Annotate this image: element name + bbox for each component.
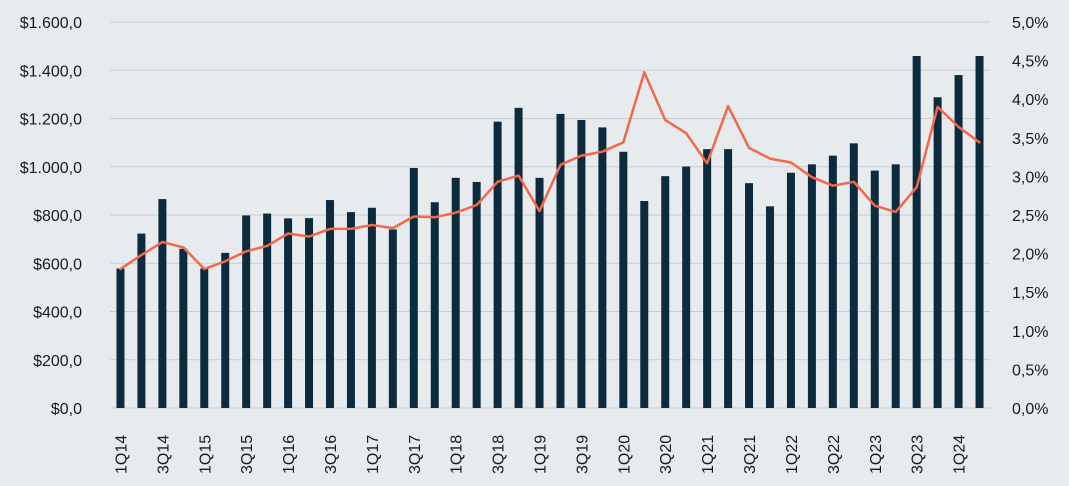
- x-tick-label: 3Q15: [239, 435, 256, 474]
- x-tick-label: 1Q23: [868, 435, 885, 474]
- bar: [158, 199, 167, 408]
- bar: [661, 176, 670, 408]
- x-tick-label: 1Q22: [784, 435, 801, 474]
- y-right-tick-label: 3,0%: [1012, 169, 1048, 186]
- bar: [745, 183, 754, 408]
- y-right-tick-label: 5,0%: [1012, 15, 1048, 32]
- bar: [472, 181, 481, 408]
- bar: [975, 56, 984, 409]
- x-tick-label: 3Q22: [826, 435, 843, 474]
- x-tick-label: 1Q14: [113, 435, 130, 474]
- gridlines: [110, 21, 990, 409]
- y-left-tick-label: $0,0: [51, 401, 82, 418]
- bar: [137, 233, 146, 408]
- y-axis-right: 0,0% 0,5% 1,0% 1,5% 2,0% 2,5% 3,0% 3,5% 4,0% 4,5%…: [1012, 15, 1048, 418]
- bar-series: [116, 56, 984, 409]
- x-tick-label: 3Q21: [742, 435, 759, 474]
- bar: [493, 121, 502, 408]
- y-left-tick-label: $1.400,0: [20, 63, 82, 80]
- y-right-tick-label: 2,5%: [1012, 208, 1048, 225]
- x-tick-label: 3Q16: [323, 435, 340, 474]
- y-right-tick-label: 3,5%: [1012, 131, 1048, 148]
- y-left-tick-label: $1.600,0: [20, 15, 82, 32]
- y-left-tick-label: $400,0: [33, 305, 82, 322]
- bar: [556, 113, 565, 408]
- bar: [577, 119, 586, 408]
- y-right-tick-label: 1,0%: [1012, 324, 1048, 341]
- bar: [598, 127, 607, 409]
- x-axis: 1Q14 3Q14 1Q15 3Q15 1Q16 3Q16 1Q17 3Q17 1Q18 3Q18…: [113, 435, 968, 474]
- x-tick-label: 3Q17: [407, 435, 424, 474]
- bar: [200, 268, 209, 408]
- x-tick-label: 1Q16: [281, 435, 298, 474]
- line-series: [119, 70, 981, 271]
- y-right-tick-label: 4,5%: [1012, 54, 1048, 71]
- bar: [430, 202, 439, 408]
- bar: [326, 200, 334, 408]
- x-tick-label: 3Q23: [910, 435, 927, 474]
- bar: [514, 107, 523, 408]
- bar: [221, 252, 230, 408]
- bar: [535, 177, 544, 408]
- bar: [619, 151, 628, 409]
- bar: [284, 218, 293, 408]
- bar: [367, 207, 376, 408]
- bar: [870, 170, 879, 408]
- bar: [409, 167, 418, 408]
- bar: [828, 155, 837, 408]
- bar: [849, 143, 858, 408]
- x-tick-label: 1Q21: [700, 435, 717, 474]
- x-tick-label: 1Q19: [533, 435, 550, 474]
- y-right-tick-label: 0,5%: [1012, 362, 1048, 379]
- y-axis-left: $0,0 $200,0 $400,0 $600,0 $800,0 $1.000,0 $1.2…: [20, 15, 82, 418]
- y-right-tick-label: 2,0%: [1012, 247, 1048, 264]
- y-left-tick-label: $1.000,0: [20, 160, 82, 177]
- y-right-tick-label: 0,0%: [1012, 401, 1048, 418]
- bar: [933, 97, 942, 409]
- y-left-tick-label: $600,0: [33, 256, 82, 273]
- bar: [388, 229, 397, 408]
- x-tick-label: 1Q24: [952, 435, 969, 474]
- x-tick-label: 3Q18: [491, 435, 508, 474]
- bar: [703, 149, 712, 409]
- bar: [954, 75, 963, 408]
- y-left-tick-label: $1.200,0: [20, 112, 82, 129]
- bar: [116, 268, 125, 408]
- x-tick-label: 3Q20: [658, 435, 675, 474]
- bar: [891, 164, 900, 408]
- bar: [346, 212, 355, 408]
- bar: [263, 213, 272, 408]
- y-left-tick-label: $200,0: [33, 353, 82, 370]
- y-left-tick-label: $800,0: [33, 208, 82, 225]
- x-tick-label: 3Q14: [155, 435, 172, 474]
- bar: [766, 206, 774, 408]
- bar: [807, 164, 816, 408]
- bar: [640, 201, 649, 408]
- bar: [786, 172, 795, 408]
- y-right-tick-label: 1,5%: [1012, 285, 1048, 302]
- bar: [242, 215, 251, 408]
- x-tick-label: 1Q20: [616, 435, 633, 474]
- y-right-tick-label: 4,0%: [1012, 92, 1048, 109]
- bar: [451, 177, 460, 408]
- x-tick-label: 1Q17: [365, 435, 382, 474]
- bar: [682, 166, 691, 408]
- x-tick-label: 3Q19: [574, 435, 591, 474]
- bar: [305, 218, 314, 408]
- bar: [724, 149, 733, 409]
- x-tick-label: 1Q15: [197, 435, 214, 474]
- x-tick-label: 1Q18: [449, 435, 466, 474]
- bar: [179, 248, 188, 408]
- line-series-group: [119, 70, 981, 271]
- bar: [912, 56, 921, 409]
